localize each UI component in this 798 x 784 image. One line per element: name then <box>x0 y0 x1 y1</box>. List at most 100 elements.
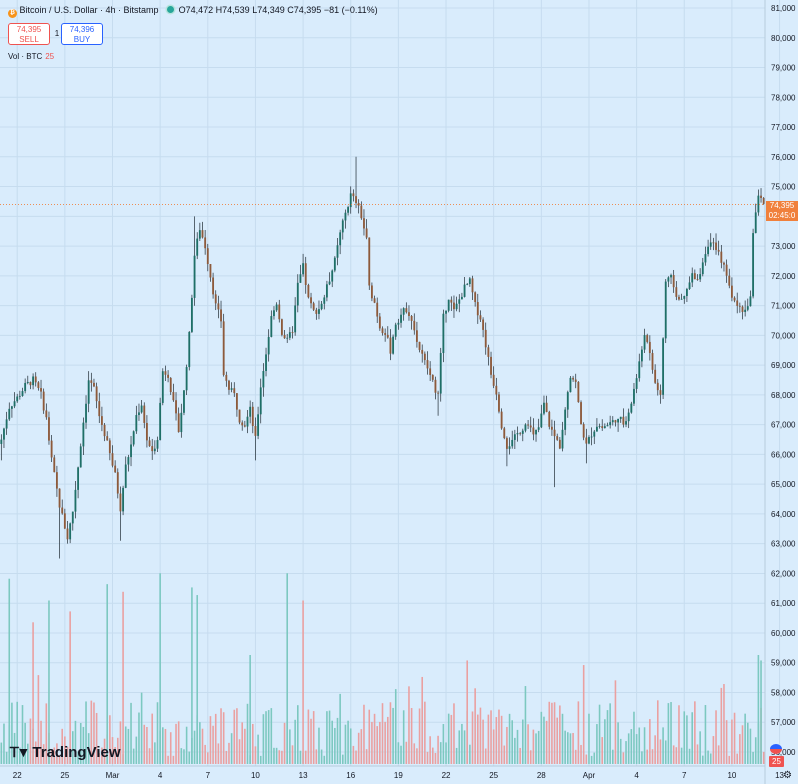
volume-bar <box>619 738 622 764</box>
candle-body <box>490 356 492 375</box>
volume-bar <box>527 724 529 764</box>
volume-bar <box>101 747 103 764</box>
candle-body <box>243 425 246 427</box>
candle-body <box>595 426 598 432</box>
candle-body <box>590 436 593 438</box>
candle-body <box>32 376 35 386</box>
volume-bar <box>537 730 540 764</box>
candle-body <box>3 428 5 440</box>
candle-body <box>466 284 469 285</box>
volume-bar <box>567 732 569 764</box>
candle-body <box>225 374 228 381</box>
y-tick-label: 62,000 <box>771 569 796 578</box>
candle-body <box>18 395 21 397</box>
candle-body <box>63 513 66 529</box>
y-tick-label: 69,000 <box>771 361 796 370</box>
y-tick-label: 65,000 <box>771 480 796 489</box>
volume-bar <box>204 744 206 764</box>
volume-bar <box>426 751 429 764</box>
candle-body <box>161 371 164 403</box>
settings-gear-icon[interactable]: ⚙ <box>783 770 792 781</box>
volume-bar <box>315 749 318 764</box>
volume-bar <box>704 705 707 764</box>
volume-label: Vol · BTC <box>8 52 43 61</box>
volume-bar <box>249 655 251 764</box>
volume-bar <box>236 708 238 764</box>
volume-bar <box>318 727 320 764</box>
sell-button[interactable]: 74,395 SELL <box>8 23 50 45</box>
volume-bar <box>11 702 13 764</box>
volume-bar <box>723 684 725 764</box>
candle-body <box>283 334 286 339</box>
volume-bar <box>747 722 749 764</box>
candle-body <box>368 237 371 286</box>
tradingview-logo[interactable]: ꓔ▼ TradingView <box>10 744 121 761</box>
symbol-legend[interactable]: ₿ Bitcoin / U.S. Dollar · 4h · Bitstamp … <box>8 5 378 18</box>
volume-bar <box>69 611 71 764</box>
volume-bar <box>439 742 442 764</box>
volume-bar <box>471 711 474 764</box>
symbol-title[interactable]: Bitcoin / U.S. Dollar · 4h · Bitstamp <box>19 5 159 15</box>
volume-bar <box>344 724 347 764</box>
volume-bar <box>103 738 106 764</box>
volume-bar <box>217 743 220 764</box>
candle-body <box>55 472 58 489</box>
candle-body <box>394 324 397 337</box>
volume-bar <box>529 750 532 764</box>
volume-bar <box>146 726 148 764</box>
volume-bar <box>545 720 548 764</box>
candle-body <box>704 254 707 263</box>
x-tick-label: 7 <box>682 771 687 780</box>
volume-bar <box>477 714 479 764</box>
volume-bar <box>387 716 389 764</box>
candle-body <box>280 319 283 335</box>
candle-body <box>389 337 392 354</box>
candle-body <box>376 302 379 317</box>
candle-body <box>574 379 577 382</box>
candle-body <box>593 431 596 437</box>
volume-bar <box>709 753 712 764</box>
volume-bar <box>212 725 214 764</box>
candle-body <box>550 426 553 430</box>
volume-bar <box>360 729 363 764</box>
candle-body <box>177 413 180 433</box>
buy-button[interactable]: 74,396 BUY <box>61 23 103 45</box>
candle-body <box>5 419 8 429</box>
candle-body <box>212 277 215 295</box>
volume-bar <box>712 736 715 764</box>
volume-bar <box>339 693 341 764</box>
volume-bar <box>694 701 696 764</box>
y-tick-label: 60,000 <box>771 629 796 638</box>
volume-bar <box>733 712 736 764</box>
x-tick-label: 4 <box>158 771 163 780</box>
volume-bar <box>98 753 101 764</box>
bar-countdown: 02:45:0 <box>768 211 796 220</box>
x-tick-label: 28 <box>537 771 546 780</box>
candle-body <box>730 285 733 298</box>
volume-bar <box>580 744 582 764</box>
candle-body <box>286 337 289 339</box>
candle-body <box>122 487 125 512</box>
volume-legend[interactable]: Vol · BTC 25 <box>8 52 54 61</box>
candle-body <box>85 403 87 423</box>
open-label: O <box>178 5 186 15</box>
volume-bar <box>8 578 11 764</box>
candle-body <box>498 394 500 412</box>
volume-bar <box>762 751 765 764</box>
x-tick-label: Mar <box>106 771 120 780</box>
volume-bar <box>612 749 614 764</box>
buy-label: BUY <box>73 35 91 44</box>
candle-body <box>24 382 27 392</box>
volume-bar <box>164 728 167 764</box>
candle-body <box>74 489 77 512</box>
volume-bar <box>177 721 180 764</box>
volume-bar <box>85 701 87 764</box>
candle-body <box>664 281 667 339</box>
candle-body <box>294 305 297 333</box>
x-tick-label: 25 <box>489 771 498 780</box>
candle-body <box>418 341 421 350</box>
candle-body <box>450 299 453 303</box>
volume-bar <box>540 711 543 764</box>
